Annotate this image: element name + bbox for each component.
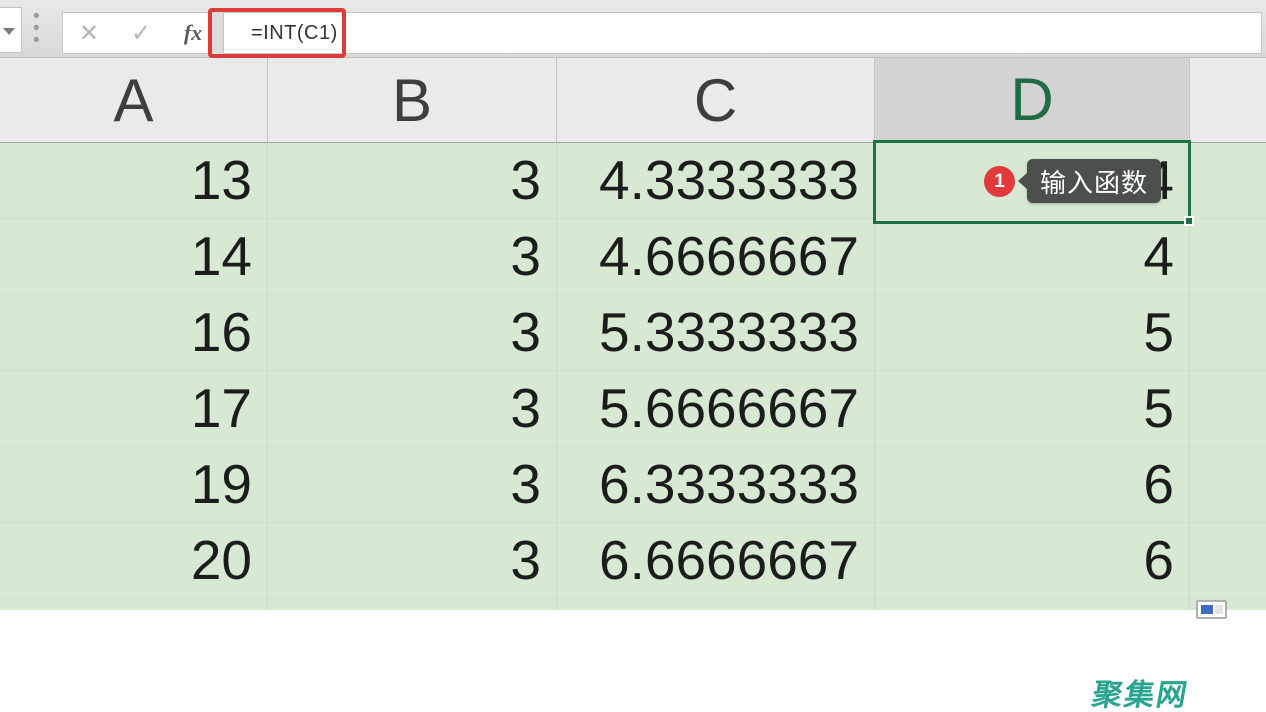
column-header-b[interactable]: B	[268, 58, 557, 143]
cancel-icon[interactable]: ✕	[78, 19, 100, 47]
cell-A3[interactable]: 16	[0, 295, 268, 371]
cell-B3[interactable]: 3	[268, 295, 557, 371]
cell-C5[interactable]: 6.3333333	[557, 447, 875, 523]
formula-input[interactable]: =INT(C1)	[251, 21, 338, 44]
cell-D4[interactable]: 5	[875, 371, 1190, 447]
formula-bar: • • • ✕ ✓ fx =INT(C1)	[0, 0, 1266, 58]
cell-E3[interactable]	[1190, 295, 1266, 371]
cell-E4[interactable]	[1190, 371, 1266, 447]
cell-D6[interactable]: 6	[875, 523, 1190, 599]
embedded-object-icon-page	[1215, 605, 1223, 614]
spreadsheet-grid: 13 3 4.3333333 4 14 3 4.6666667 4 16 3 5…	[0, 143, 1266, 610]
formula-highlight-box	[208, 8, 346, 58]
cell-C1[interactable]: 4.3333333	[557, 143, 875, 219]
cell-E1[interactable]	[1190, 143, 1266, 219]
column-header-sliver[interactable]	[1190, 58, 1266, 143]
cell-E6[interactable]	[1190, 523, 1266, 599]
cell-B7[interactable]	[268, 599, 557, 610]
cell-A1[interactable]: 13	[0, 143, 268, 219]
cell-A4[interactable]: 17	[0, 371, 268, 447]
cell-A6[interactable]: 20	[0, 523, 268, 599]
cell-E7[interactable]	[1190, 599, 1266, 610]
formula-toolbar: ✕ ✓ fx =INT(C1)	[62, 12, 1262, 54]
tooltip-arrow-icon	[1018, 172, 1028, 190]
column-headers: A B C D	[0, 58, 1266, 143]
cell-C4[interactable]: 5.6666667	[557, 371, 875, 447]
step-badge: 1	[984, 166, 1015, 197]
embedded-object-icon-fill	[1201, 605, 1213, 614]
cell-A5[interactable]: 19	[0, 447, 268, 523]
cell-A2[interactable]: 14	[0, 219, 268, 295]
cell-D5[interactable]: 6	[875, 447, 1190, 523]
chevron-down-icon[interactable]	[3, 28, 15, 35]
cell-B5[interactable]: 3	[268, 447, 557, 523]
cell-B2[interactable]: 3	[268, 219, 557, 295]
cell-D2[interactable]: 4	[875, 219, 1190, 295]
column-header-d[interactable]: D	[875, 58, 1190, 143]
cell-E2[interactable]	[1190, 219, 1266, 295]
column-header-c[interactable]: C	[557, 58, 875, 143]
cell-C2[interactable]: 4.6666667	[557, 219, 875, 295]
cell-C3[interactable]: 5.3333333	[557, 295, 875, 371]
watermark: 聚集网	[1089, 679, 1192, 712]
cell-B4[interactable]: 3	[268, 371, 557, 447]
cell-A7[interactable]	[0, 599, 268, 610]
cell-B1[interactable]: 3	[268, 143, 557, 219]
tooltip: 输入函数	[1018, 159, 1162, 203]
formula-divider	[212, 12, 224, 54]
cell-C7[interactable]	[557, 599, 875, 610]
cell-D3[interactable]: 5	[875, 295, 1190, 371]
confirm-icon[interactable]: ✓	[130, 19, 152, 47]
column-header-a[interactable]: A	[0, 58, 268, 143]
cell-C6[interactable]: 6.6666667	[557, 523, 875, 599]
name-box[interactable]	[0, 7, 22, 53]
cell-B6[interactable]: 3	[268, 523, 557, 599]
cell-E5[interactable]	[1190, 447, 1266, 523]
fill-handle[interactable]	[1184, 216, 1194, 226]
embedded-object-icon[interactable]	[1196, 600, 1227, 619]
tooltip-label: 输入函数	[1040, 167, 1149, 198]
insert-function-icon[interactable]: fx	[183, 20, 203, 45]
grip-dots-icon: • • •	[33, 6, 40, 51]
cell-D7[interactable]	[875, 599, 1190, 610]
